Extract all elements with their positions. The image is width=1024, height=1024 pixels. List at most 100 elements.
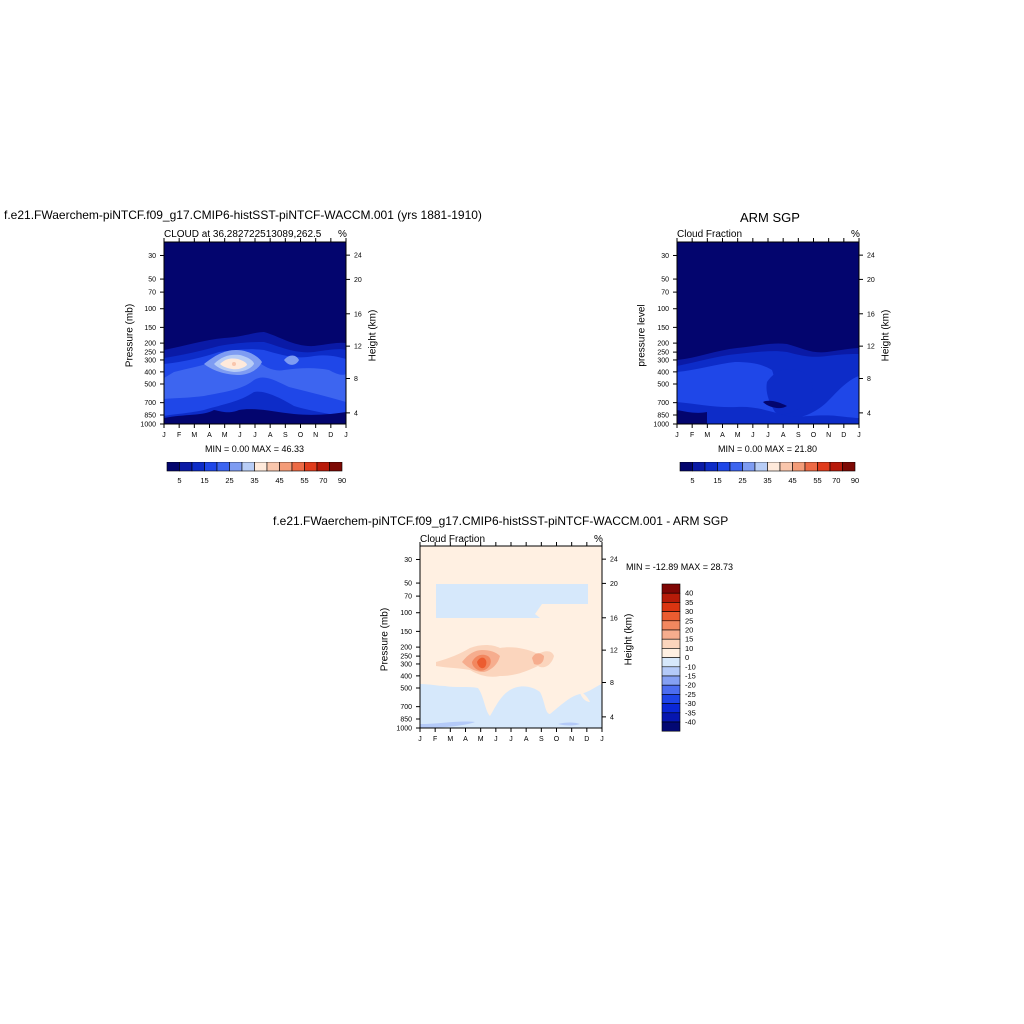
x-tick-label: J bbox=[344, 432, 348, 439]
y-right-tick-label: 12 bbox=[610, 648, 618, 655]
colorbar-label: 15 bbox=[713, 476, 721, 485]
y-tick-label: 500 bbox=[400, 686, 412, 693]
y-right-tick-label: 20 bbox=[610, 581, 618, 588]
y-tick-label: 250 bbox=[144, 350, 156, 357]
y-right-tick-label: 4 bbox=[867, 410, 871, 417]
x-tick-label: N bbox=[313, 432, 318, 439]
y-tick-label: 700 bbox=[400, 704, 412, 711]
x-tick-label: M bbox=[191, 432, 197, 439]
panel1-units: % bbox=[338, 229, 347, 240]
colorbar-label: 15 bbox=[200, 476, 208, 485]
colorbar-box bbox=[661, 703, 681, 714]
y-right-tick-label: 16 bbox=[867, 311, 875, 318]
colorbar-box bbox=[329, 462, 343, 472]
panel1-colorbar: 5 15 25 35 45 55 70 90 bbox=[166, 462, 346, 485]
colorbar-label: 25 bbox=[738, 476, 746, 485]
colorbar-box bbox=[661, 675, 681, 686]
x-tick-label: F bbox=[177, 432, 181, 439]
panel3-minmax: MIN = -12.89 MAX = 28.73 bbox=[626, 562, 734, 572]
colorbar-box bbox=[241, 462, 255, 472]
colorbar-box bbox=[304, 462, 318, 472]
y-tick-label: 200 bbox=[400, 645, 412, 652]
x-tick-label: O bbox=[554, 736, 560, 743]
colorbar-label: -25 bbox=[685, 690, 696, 699]
y-tick-label: 250 bbox=[400, 654, 412, 661]
p1-rticks: 24 20 16 12 8 4 bbox=[346, 253, 362, 417]
y-tick-label: 150 bbox=[400, 629, 412, 636]
y-tick-label: 850 bbox=[144, 413, 156, 420]
x-tick-label: J bbox=[600, 736, 604, 743]
colorbar-box bbox=[229, 462, 243, 472]
y-tick-label: 300 bbox=[657, 357, 669, 364]
colorbar-box bbox=[692, 462, 706, 472]
x-tick-label: J bbox=[675, 432, 679, 439]
x-tick-label: J bbox=[238, 432, 242, 439]
p3-neg-upper bbox=[436, 584, 588, 618]
y-right-tick-label: 24 bbox=[354, 253, 362, 260]
y-tick-label: 850 bbox=[657, 413, 669, 420]
colorbar-box bbox=[661, 602, 681, 612]
y-right-tick-label: 16 bbox=[610, 615, 618, 622]
p2-band-7 bbox=[763, 400, 787, 409]
colorbar-box bbox=[729, 462, 743, 472]
y-tick-label: 1000 bbox=[396, 726, 412, 733]
colorbar-box bbox=[717, 462, 731, 472]
colorbar-box bbox=[166, 462, 180, 472]
colorbar-label: -40 bbox=[685, 718, 696, 727]
x-tick-label: O bbox=[811, 432, 817, 439]
x-tick-label: D bbox=[584, 736, 589, 743]
colorbar-label: 55 bbox=[300, 476, 308, 485]
colorbar-box bbox=[316, 462, 330, 472]
x-tick-label: A bbox=[463, 736, 468, 743]
colorbar-label: 40 bbox=[685, 589, 693, 598]
x-tick-label: J bbox=[418, 736, 422, 743]
y-tick-label: 70 bbox=[148, 290, 156, 297]
p1-band-6 bbox=[284, 355, 299, 365]
colorbar-box bbox=[291, 462, 305, 472]
colorbar-box bbox=[792, 462, 806, 472]
x-tick-label: A bbox=[207, 432, 212, 439]
y-tick-label: 100 bbox=[144, 306, 156, 313]
panel2-subtitle: Cloud Fraction bbox=[677, 229, 743, 240]
colorbar-box bbox=[216, 462, 230, 472]
y-tick-label: 400 bbox=[144, 369, 156, 376]
colorbar-box bbox=[804, 462, 818, 472]
panel3-subtitle: Cloud Fraction bbox=[420, 534, 486, 545]
colorbar-box bbox=[661, 611, 681, 622]
colorbar-box bbox=[266, 462, 280, 472]
y-right-tick-label: 4 bbox=[610, 714, 614, 721]
x-tick-label: D bbox=[328, 432, 333, 439]
y-tick-label: 30 bbox=[404, 557, 412, 564]
y-tick-label: 700 bbox=[144, 400, 156, 407]
colorbar-box bbox=[661, 629, 681, 640]
x-tick-label: A bbox=[781, 432, 786, 439]
p1-colorbar-boxes bbox=[166, 462, 343, 472]
y-tick-label: 200 bbox=[657, 341, 669, 348]
x-tick-label: J bbox=[751, 432, 755, 439]
y-tick-label: 300 bbox=[400, 661, 412, 668]
p3-rticks: 24 20 16 12 8 4 bbox=[602, 557, 618, 721]
x-tick-label: M bbox=[704, 432, 710, 439]
p1-surface bbox=[164, 409, 346, 424]
panel2-colorbar: 5 15 25 35 45 55 70 90 bbox=[679, 462, 859, 485]
colorbar-box bbox=[254, 462, 268, 472]
x-tick-label: A bbox=[268, 432, 273, 439]
y-right-tick-label: 20 bbox=[354, 277, 362, 284]
colorbar-label: -30 bbox=[685, 699, 696, 708]
colorbar-box bbox=[742, 462, 756, 472]
colorbar-box bbox=[829, 462, 843, 472]
x-tick-label: N bbox=[569, 736, 574, 743]
x-tick-label: J bbox=[162, 432, 166, 439]
p2-rticks: 24 20 16 12 8 4 bbox=[859, 253, 875, 417]
y-tick-label: 100 bbox=[400, 610, 412, 617]
colorbar-label: -15 bbox=[685, 672, 696, 681]
colorbar-box bbox=[661, 684, 681, 695]
colorbar-label: 45 bbox=[275, 476, 283, 485]
colorbar-label: 55 bbox=[813, 476, 821, 485]
colorbar-box bbox=[661, 638, 681, 649]
x-tick-label: M bbox=[222, 432, 228, 439]
p1-peak bbox=[232, 362, 236, 366]
